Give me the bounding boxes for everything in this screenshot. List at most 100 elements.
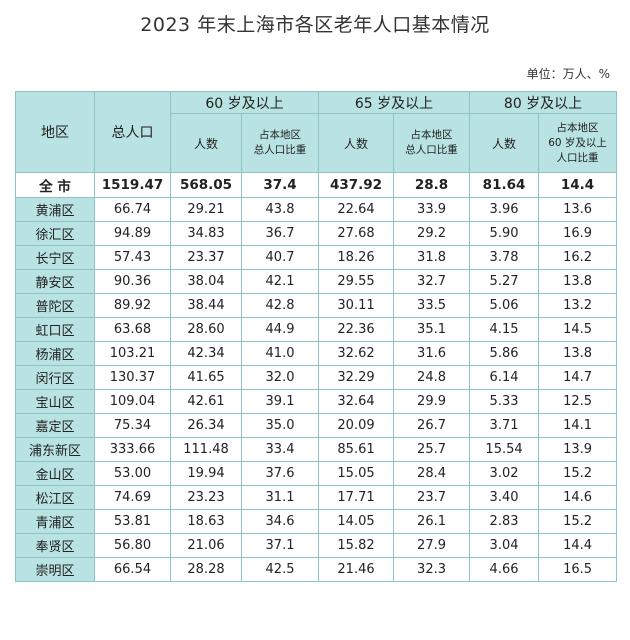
- unit-note: 单位：万人、%: [526, 67, 610, 81]
- cell-p65: 437.92: [318, 172, 395, 198]
- col-header-total-population: 总人口: [94, 91, 171, 173]
- col-header-60-count: 人数: [170, 113, 242, 173]
- cell-r80: 16.9: [538, 221, 618, 246]
- cell-total: 74.69: [94, 485, 171, 510]
- cell-r65: 33.5: [393, 293, 471, 318]
- cell-p65: 27.68: [318, 221, 395, 246]
- cell-r60: 42.1: [240, 269, 320, 294]
- cell-p65: 15.05: [318, 461, 395, 486]
- cell-r60: 43.8: [240, 197, 320, 222]
- cell-district: 崇明区: [15, 557, 95, 582]
- cell-p80: 6.14: [469, 365, 540, 390]
- cell-total: 66.74: [94, 197, 171, 222]
- cell-district: 杨浦区: [15, 341, 95, 366]
- cell-district: 闵行区: [15, 365, 95, 390]
- cell-r80: 15.2: [538, 509, 618, 534]
- cell-r60: 37.4: [240, 172, 320, 198]
- col-header-80-ratio: 占本地区 60 岁及以上 人口比重: [538, 113, 618, 173]
- cell-r65: 28.4: [393, 461, 471, 486]
- cell-r65: 26.7: [393, 413, 471, 438]
- cell-p80: 4.66: [469, 557, 540, 582]
- cell-p60: 23.37: [170, 245, 242, 270]
- cell-r65: 33.9: [393, 197, 471, 222]
- cell-p65: 30.11: [318, 293, 395, 318]
- table-row: 杨浦区 103.21 42.34 41.0 32.62 31.6 5.86 13.8: [15, 341, 618, 366]
- cell-p80: 5.90: [469, 221, 540, 246]
- cell-district: 松江区: [15, 485, 95, 510]
- cell-r65: 32.3: [393, 557, 471, 582]
- header-row-subcolumns: 人数 占本地区 总人口比重 人数 占本地区 总人口比重 人数 占本地区 60 岁…: [16, 113, 618, 173]
- cell-p60: 29.21: [170, 197, 242, 222]
- col-header-60-ratio: 占本地区 总人口比重: [240, 113, 320, 173]
- cell-district: 普陀区: [15, 293, 95, 318]
- cell-p60: 26.34: [170, 413, 242, 438]
- cell-r65: 28.8: [393, 172, 471, 198]
- cell-p65: 18.26: [318, 245, 395, 270]
- cell-p80: 5.27: [469, 269, 540, 294]
- cell-total: 90.36: [94, 269, 171, 294]
- cell-r60: 40.7: [240, 245, 320, 270]
- cell-r60: 39.1: [240, 389, 320, 414]
- cell-r65: 29.2: [393, 221, 471, 246]
- cell-r60: 42.8: [240, 293, 320, 318]
- cell-district: 金山区: [15, 461, 95, 486]
- cell-total: 1519.47: [94, 172, 171, 198]
- cell-total: 103.21: [94, 341, 171, 366]
- cell-p65: 22.64: [318, 197, 395, 222]
- cell-district: 嘉定区: [15, 413, 95, 438]
- cell-r60: 34.6: [240, 509, 320, 534]
- cell-district: 长宁区: [15, 245, 95, 270]
- elderly-population-table: 地区 总人口 60 岁及以上 65 岁及以上 80 岁及以上 人数 占本地区 总…: [15, 91, 618, 582]
- cell-p80: 3.02: [469, 461, 540, 486]
- cell-r60: 36.7: [240, 221, 320, 246]
- cell-district: 宝山区: [15, 389, 95, 414]
- cell-p60: 41.65: [170, 365, 242, 390]
- cell-district: 全 市: [15, 172, 95, 198]
- cell-p80: 3.04: [469, 533, 540, 558]
- cell-r65: 35.1: [393, 317, 471, 342]
- table-row: 闵行区 130.37 41.65 32.0 32.29 24.8 6.14 14.7: [15, 365, 618, 390]
- cell-r65: 31.6: [393, 341, 471, 366]
- cell-p60: 42.34: [170, 341, 242, 366]
- cell-r60: 42.5: [240, 557, 320, 582]
- table-row: 浦东新区 333.66 111.48 33.4 85.61 25.7 15.54 13.9: [15, 437, 618, 462]
- cell-p65: 14.05: [318, 509, 395, 534]
- cell-district: 奉贤区: [15, 533, 95, 558]
- cell-r80: 14.4: [538, 533, 618, 558]
- cell-r60: 33.4: [240, 437, 320, 462]
- cell-r60: 44.9: [240, 317, 320, 342]
- table-row: 静安区 90.36 38.04 42.1 29.55 32.7 5.27 13.8: [15, 269, 618, 294]
- cell-district: 黄浦区: [15, 197, 95, 222]
- cell-r65: 25.7: [393, 437, 471, 462]
- cell-p80: 5.86: [469, 341, 540, 366]
- cell-r60: 35.0: [240, 413, 320, 438]
- cell-total: 333.66: [94, 437, 171, 462]
- table-row: 嘉定区 75.34 26.34 35.0 20.09 26.7 3.71 14.1: [15, 413, 618, 438]
- cell-p60: 38.44: [170, 293, 242, 318]
- cell-p60: 38.04: [170, 269, 242, 294]
- cell-p60: 28.60: [170, 317, 242, 342]
- cell-total: 89.92: [94, 293, 171, 318]
- cell-p65: 32.62: [318, 341, 395, 366]
- col-header-65-ratio: 占本地区 总人口比重: [393, 113, 471, 173]
- cell-district: 静安区: [15, 269, 95, 294]
- table-row: 金山区 53.00 19.94 37.6 15.05 28.4 3.02 15.2: [15, 461, 618, 486]
- cell-r80: 14.7: [538, 365, 618, 390]
- col-header-group-80: 80 岁及以上: [469, 91, 618, 114]
- cell-r60: 37.6: [240, 461, 320, 486]
- cell-r65: 27.9: [393, 533, 471, 558]
- cell-total: 75.34: [94, 413, 171, 438]
- cell-p60: 111.48: [170, 437, 242, 462]
- cell-total: 109.04: [94, 389, 171, 414]
- cell-r80: 13.2: [538, 293, 618, 318]
- cell-r80: 13.8: [538, 269, 618, 294]
- cell-total: 53.81: [94, 509, 171, 534]
- header-row-groups: 地区 总人口 60 岁及以上 65 岁及以上 80 岁及以上: [15, 91, 618, 173]
- cell-r80: 13.8: [538, 341, 618, 366]
- table-row: 崇明区 66.54 28.28 42.5 21.46 32.3 4.66 16.5: [15, 557, 618, 582]
- cell-r60: 37.1: [240, 533, 320, 558]
- cell-p60: 568.05: [170, 172, 242, 198]
- cell-p65: 22.36: [318, 317, 395, 342]
- cell-p80: 2.83: [469, 509, 540, 534]
- cell-p65: 15.82: [318, 533, 395, 558]
